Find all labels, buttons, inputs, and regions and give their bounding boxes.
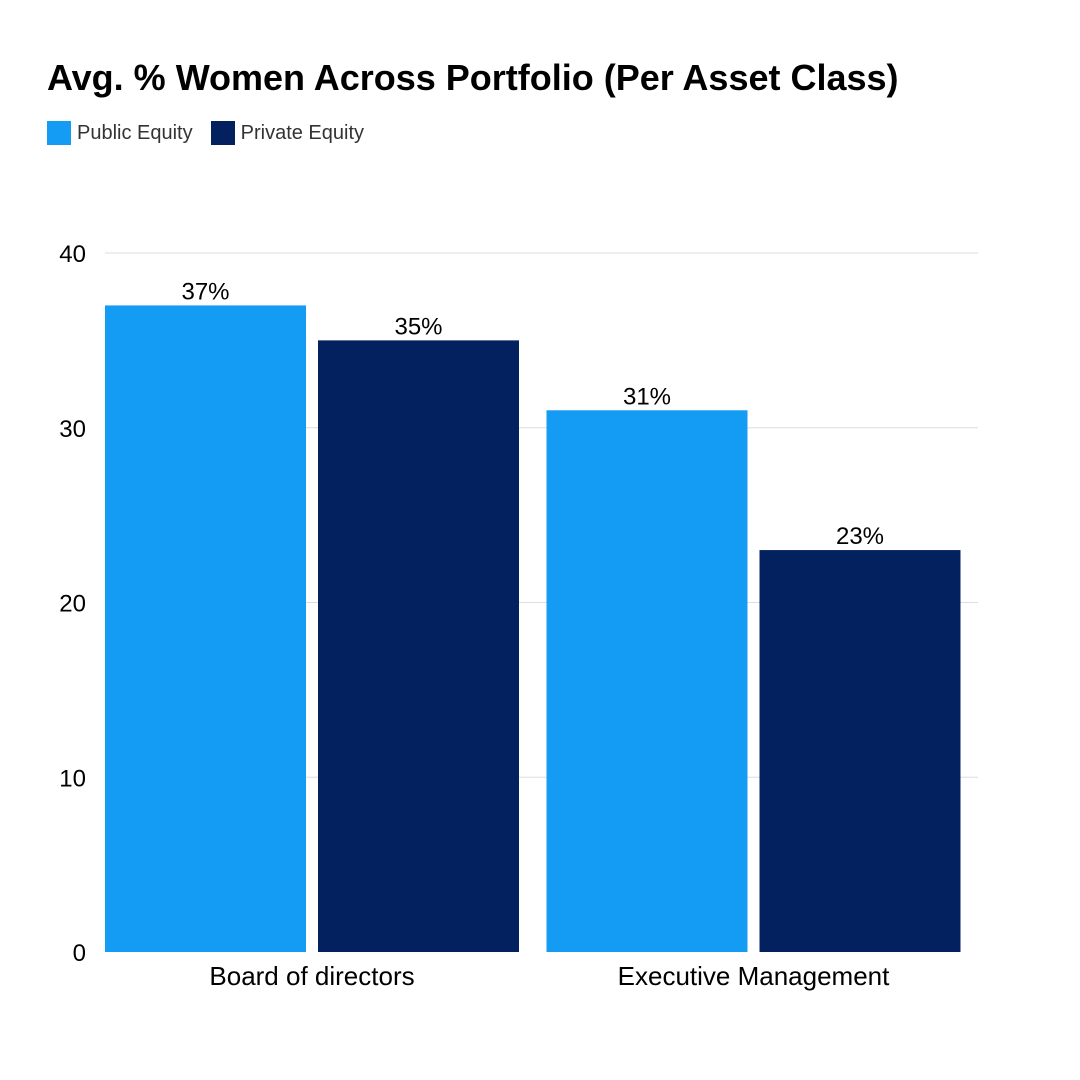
legend-swatch-private-equity: [210, 121, 235, 145]
chart-title: Avg. % Women Across Portfolio (Per Asset…: [47, 57, 899, 98]
bar-private-equity-0[interactable]: [318, 340, 519, 952]
data-label: 23%: [836, 523, 884, 550]
x-category-label: Executive Management: [618, 961, 890, 991]
data-labels: 37% 35% 31% 23%: [181, 278, 884, 550]
y-tick-label: 20: [59, 591, 86, 618]
bars: [105, 305, 961, 952]
bar-private-equity-1[interactable]: [759, 550, 961, 952]
legend-item-private-equity[interactable]: Private Equity: [210, 121, 365, 145]
x-category-label: Board of directors: [209, 961, 414, 991]
legend: Public Equity Private Equity: [47, 119, 382, 147]
data-label: 31%: [623, 383, 671, 410]
bar-public-equity-1[interactable]: [546, 410, 748, 952]
y-tick-label: 10: [59, 765, 86, 792]
data-label: 35%: [394, 313, 442, 340]
y-axis: 0 10 20 30 40: [59, 241, 86, 967]
y-tick-label: 30: [59, 416, 86, 443]
legend-swatch-public-equity: [47, 121, 71, 145]
y-tick-label: 40: [59, 241, 86, 268]
legend-label-private-equity: Private Equity: [240, 121, 365, 144]
x-axis: Board of directors Executive Management: [209, 961, 890, 991]
y-tick-label: 0: [73, 940, 86, 967]
bar-public-equity-0[interactable]: [105, 305, 306, 952]
data-label: 37%: [181, 278, 229, 305]
legend-item-public-equity[interactable]: Public Equity: [47, 121, 193, 145]
legend-label-public-equity: Public Equity: [77, 121, 193, 144]
